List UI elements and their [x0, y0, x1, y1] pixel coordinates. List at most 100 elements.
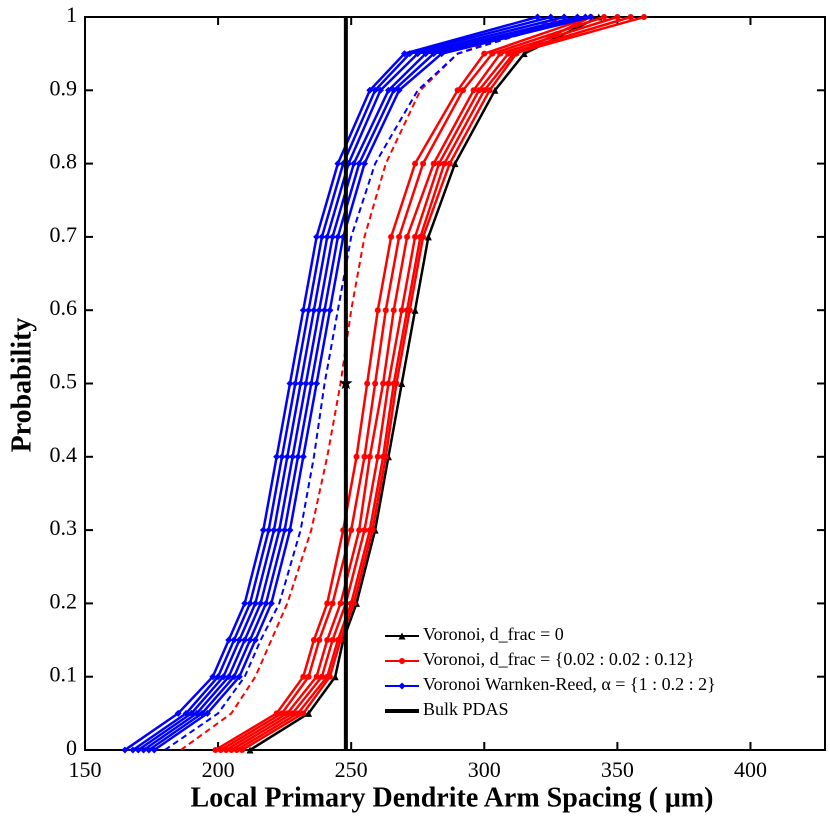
y-tick-label: 0 — [66, 735, 77, 760]
curve — [236, 15, 645, 752]
marker — [225, 673, 233, 681]
marker — [430, 50, 438, 58]
marker — [369, 527, 376, 534]
marker — [324, 600, 331, 607]
marker — [481, 87, 488, 94]
marker — [396, 233, 403, 240]
marker — [334, 233, 342, 241]
marker — [430, 160, 437, 167]
marker — [305, 673, 312, 680]
marker — [398, 380, 406, 387]
dashed-curve — [180, 16, 565, 751]
marker — [289, 453, 297, 461]
marker — [331, 673, 339, 681]
marker — [219, 673, 227, 681]
marker — [353, 453, 360, 460]
marker — [294, 453, 302, 461]
marker — [225, 636, 233, 644]
marker — [305, 306, 313, 314]
marker — [235, 673, 243, 681]
legend-label: Voronoi Warnken-Reed, α = {1 : 0.2 : 2} — [423, 674, 716, 694]
x-tick-label: 250 — [335, 757, 368, 782]
marker — [348, 527, 355, 534]
x-tick-label: 350 — [601, 757, 634, 782]
marker — [414, 50, 422, 58]
marker — [380, 380, 387, 387]
y-tick-label: 0.1 — [50, 662, 78, 687]
marker — [459, 87, 466, 94]
x-tick-label: 150 — [69, 757, 102, 782]
marker — [217, 747, 224, 753]
marker — [520, 50, 528, 58]
marker — [239, 747, 246, 753]
marker — [424, 233, 432, 241]
marker — [251, 636, 259, 644]
marker — [316, 637, 323, 644]
marker — [385, 380, 392, 387]
marker — [278, 453, 286, 461]
legend-label: Voronoi, d_frac = 0 — [423, 624, 564, 644]
marker — [140, 746, 148, 754]
marker — [299, 453, 307, 461]
marker — [203, 709, 211, 717]
x-tick-label: 300 — [468, 757, 501, 782]
marker — [313, 233, 321, 241]
marker — [291, 380, 299, 387]
marker — [324, 637, 331, 644]
marker — [411, 306, 419, 314]
marker — [587, 13, 595, 21]
marker — [390, 86, 398, 94]
marker — [491, 86, 499, 94]
marker — [422, 50, 430, 58]
marker — [382, 307, 389, 314]
marker — [297, 380, 305, 387]
marker — [395, 86, 403, 94]
marker — [390, 307, 397, 314]
marker — [302, 380, 310, 387]
marker — [262, 599, 270, 607]
marker — [246, 636, 254, 644]
marker — [214, 673, 222, 681]
y-tick-label: 0.4 — [50, 442, 78, 467]
marker — [310, 306, 318, 314]
marker — [323, 233, 331, 241]
legend-label: Bulk PDAS — [423, 699, 509, 719]
marker — [307, 380, 315, 387]
curve — [148, 15, 586, 752]
marker — [318, 233, 326, 241]
marker — [486, 87, 493, 94]
y-tick-label: 1 — [66, 2, 77, 27]
marker — [384, 86, 392, 94]
marker — [470, 87, 477, 94]
marker — [334, 160, 342, 168]
marker — [223, 747, 230, 753]
curve — [124, 15, 538, 752]
marker — [366, 453, 373, 460]
marker — [400, 50, 408, 58]
marker — [404, 233, 411, 240]
legend-label: Voronoi, d_frac = {0.02 : 0.02 : 0.12} — [423, 649, 695, 669]
marker — [388, 233, 395, 240]
marker — [310, 637, 317, 644]
marker — [318, 673, 325, 680]
marker — [235, 636, 243, 644]
marker — [374, 453, 381, 460]
y-tick-label: 0.9 — [50, 75, 78, 100]
marker — [265, 526, 273, 534]
marker — [145, 746, 153, 754]
marker — [350, 600, 357, 607]
marker — [481, 50, 488, 57]
marker — [497, 50, 504, 57]
marker — [601, 14, 608, 20]
x-tick-label: 200 — [202, 757, 235, 782]
marker — [283, 453, 291, 461]
marker — [393, 380, 400, 387]
marker — [356, 527, 363, 534]
marker — [129, 746, 137, 754]
marker — [313, 673, 320, 680]
marker — [398, 307, 405, 314]
curve — [153, 15, 592, 752]
marker — [371, 86, 379, 94]
x-tick-label: 400 — [734, 757, 767, 782]
marker — [212, 747, 219, 753]
